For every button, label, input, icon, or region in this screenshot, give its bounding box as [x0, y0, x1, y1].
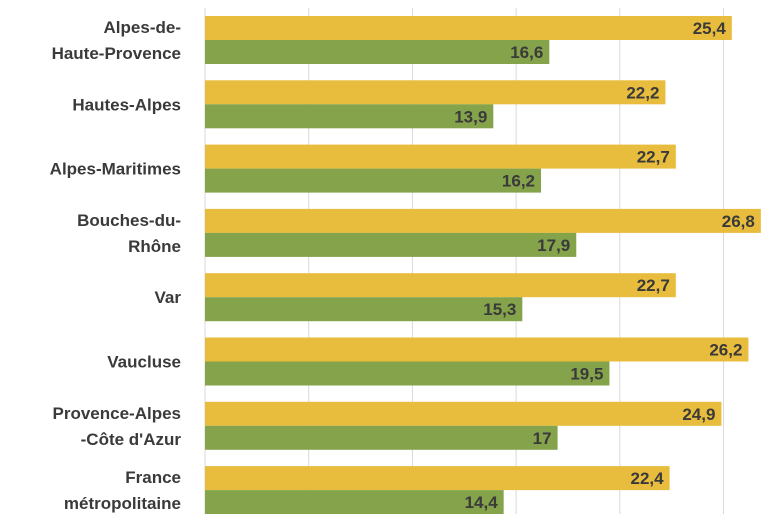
- data-label: 24,9: [682, 405, 715, 424]
- bars-group: [205, 16, 761, 514]
- category-label: France métropolitaine: [64, 468, 181, 513]
- data-label: 22,7: [637, 148, 670, 167]
- category-label: Provence-Alpes -Côte d'Azur: [53, 404, 182, 449]
- category-labels: Alpes-de-Haute-Provence Hautes-Alpes Alpes…: [50, 18, 182, 513]
- data-label: 19,5: [570, 365, 603, 384]
- data-label: 22,7: [637, 276, 670, 295]
- data-label: 16,2: [502, 172, 535, 191]
- data-label: 13,9: [454, 107, 487, 126]
- bar: [205, 16, 732, 40]
- data-label: 17,9: [537, 236, 570, 255]
- data-label: 22,4: [630, 469, 664, 488]
- data-label: 15,3: [483, 300, 516, 319]
- data-label: 26,8: [722, 212, 755, 231]
- bar: [205, 168, 541, 193]
- bar: [205, 273, 676, 298]
- category-label: Alpes-Maritimes: [50, 160, 181, 179]
- data-label: 25,4: [693, 19, 727, 38]
- data-label: 14,4: [465, 493, 499, 512]
- bar: [205, 104, 494, 129]
- bar: [205, 297, 523, 322]
- bar: [205, 80, 666, 105]
- data-label: 16,6: [510, 43, 543, 62]
- bar: [205, 401, 722, 426]
- data-label: 26,2: [709, 341, 742, 360]
- bar: [205, 337, 749, 362]
- category-label: Bouches-du-Rhône: [77, 211, 181, 256]
- data-label: 22,2: [626, 83, 659, 102]
- bar: [205, 232, 577, 257]
- bar: [205, 40, 550, 64]
- data-label: 17: [533, 429, 552, 448]
- bar: [205, 490, 504, 514]
- bar: [205, 466, 670, 491]
- bar: [205, 361, 610, 386]
- category-label: Var: [155, 288, 182, 307]
- value-labels: 25,4 16,6 22,2 13,9 22,7 16,2 26,8 17,9 22,7 15,3…: [454, 19, 755, 512]
- bar: [205, 144, 676, 169]
- category-label: Vaucluse: [107, 353, 181, 372]
- category-label: Alpes-de-Haute-Provence: [52, 18, 181, 63]
- category-label: Hautes-Alpes: [72, 95, 181, 114]
- bar: [205, 425, 558, 450]
- bar: [205, 208, 761, 233]
